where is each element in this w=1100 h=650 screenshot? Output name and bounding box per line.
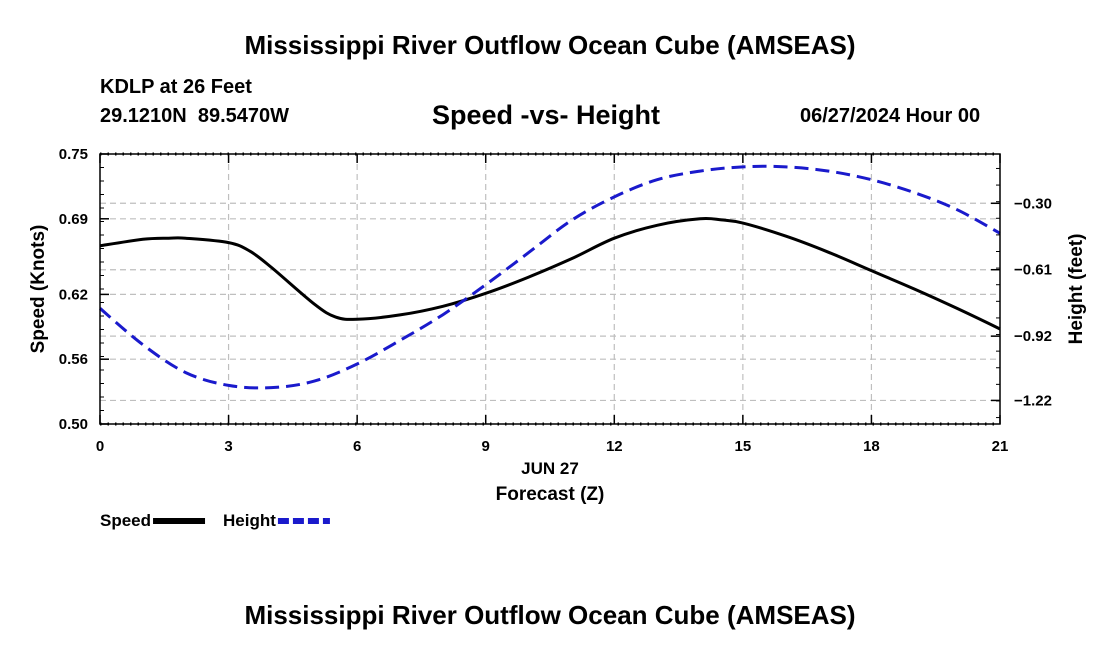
x-tick-label: 15 (735, 438, 752, 455)
x-tick-label: 3 (224, 438, 232, 455)
station-coordinates: 29.1210N 89.5470W (100, 105, 290, 127)
x-axis-title: Forecast (Z) (496, 484, 605, 505)
forecast-datetime: 06/27/2024 Hour 00 (800, 105, 981, 127)
series-line-height (99, 164, 1001, 390)
y-right-tick-label: −1.22 (1014, 392, 1052, 409)
x-tick-label: 18 (863, 438, 880, 455)
y-right-tick-label: −0.30 (1014, 195, 1052, 212)
x-tick-label: 0 (96, 438, 104, 455)
footer-title: Mississippi River Outflow Ocean Cube (AM… (244, 600, 856, 630)
x-tick-label: 9 (482, 438, 490, 455)
y-left-tick-label: 0.56 (59, 351, 88, 368)
x-tick-label: 12 (606, 438, 623, 455)
station-label: KDLP at 26 Feet (100, 76, 252, 98)
chart-main-title: Mississippi River Outflow Ocean Cube (AM… (244, 30, 856, 60)
y-left-tick-label: 0.69 (59, 211, 88, 228)
y-left-tick-label: 0.50 (59, 416, 88, 433)
y-right-tick-label: −0.92 (1014, 328, 1052, 345)
legend-label-speed: Speed (100, 511, 151, 530)
plot-frame (99, 153, 1001, 425)
y-left-tick-label: 0.62 (59, 286, 88, 303)
y-left-tick-label: 0.75 (59, 146, 88, 163)
y-axis-right-title: Height (feet) (1066, 234, 1087, 345)
x-axis-date-label: JUN 27 (521, 459, 579, 478)
y-right-tick-label: −0.61 (1014, 262, 1052, 279)
x-tick-label: 21 (992, 438, 1009, 455)
y-axis-left-title: Speed (Knots) (28, 225, 49, 354)
x-tick-label: 6 (353, 438, 361, 455)
series-line-speed (99, 216, 1001, 331)
legend-label-height: Height (223, 511, 276, 530)
chart-subtitle: Speed -vs- Height (432, 100, 661, 130)
